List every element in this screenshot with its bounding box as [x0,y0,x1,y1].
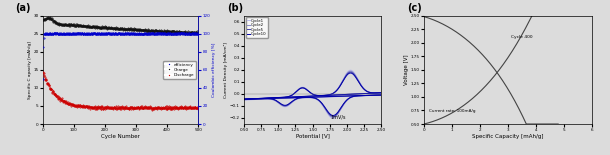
X-axis label: Cycle Number: Cycle Number [101,134,140,139]
Cycle2 [321,95,329,96]
Cycle1 [240,99,248,101]
Cycle1 [378,92,385,94]
Line: Cycle5: Cycle5 [244,72,381,99]
Cycle10 [356,83,364,85]
Cycle5 [378,92,385,94]
Cycle10 [325,94,332,96]
Line: Cycle1: Cycle1 [244,70,381,100]
Text: Current rate: 100mA/g: Current rate: 100mA/g [429,109,475,113]
Text: (b): (b) [228,3,243,13]
Cycle1 [321,95,329,96]
Y-axis label: Voltage [V]: Voltage [V] [404,54,409,85]
Text: (c): (c) [407,3,422,13]
Cycle2 [240,99,248,101]
Text: 1mV/s: 1mV/s [331,115,346,120]
X-axis label: Potential [V]: Potential [V] [296,134,329,139]
Cycle10 [241,98,248,100]
Cycle10 [347,72,354,74]
Cycle10 [365,91,373,93]
Cycle5 [322,94,329,96]
Cycle5 [240,98,248,100]
Line: Cycle10: Cycle10 [244,73,381,99]
Cycle1 [322,95,329,96]
Cycle2 [241,99,248,101]
Legend: efficiency, Charge, Discharge: efficiency, Charge, Discharge [163,61,196,79]
Cycle5 [321,94,329,96]
Y-axis label: Specific C apacity [mAh/g]: Specific C apacity [mAh/g] [28,41,32,99]
Cycle5 [356,83,364,85]
Cycle2 [325,94,332,96]
Cycle5 [241,98,248,100]
Cycle2 [365,91,373,93]
Cycle2 [347,70,354,72]
Text: Cycle 400: Cycle 400 [511,35,533,39]
Cycle10 [321,94,329,96]
Cycle5 [347,71,354,73]
Cycle2 [322,94,329,96]
Text: (a): (a) [15,3,30,13]
Cycle2 [378,92,385,94]
Cycle5 [325,94,332,96]
Cycle10 [322,94,329,96]
Cycle2 [356,83,364,84]
Cycle1 [347,69,354,71]
Line: Cycle2: Cycle2 [244,71,381,100]
Cycle5 [365,91,373,93]
Cycle10 [378,92,385,94]
Y-axis label: Current Density [mA/cm²]: Current Density [mA/cm²] [224,42,228,98]
Y-axis label: Coulombic efficiency [%]: Coulombic efficiency [%] [212,43,215,97]
Cycle10 [240,98,248,100]
Cycle1 [365,91,373,93]
Cycle1 [241,99,248,101]
Legend: Cycle1, Cycle2, Cycle5, Cycle10: Cycle1, Cycle2, Cycle5, Cycle10 [246,18,268,38]
Cycle1 [356,82,364,84]
Cycle1 [325,94,332,96]
X-axis label: Specific Capacity [mAh/g]: Specific Capacity [mAh/g] [472,134,544,139]
